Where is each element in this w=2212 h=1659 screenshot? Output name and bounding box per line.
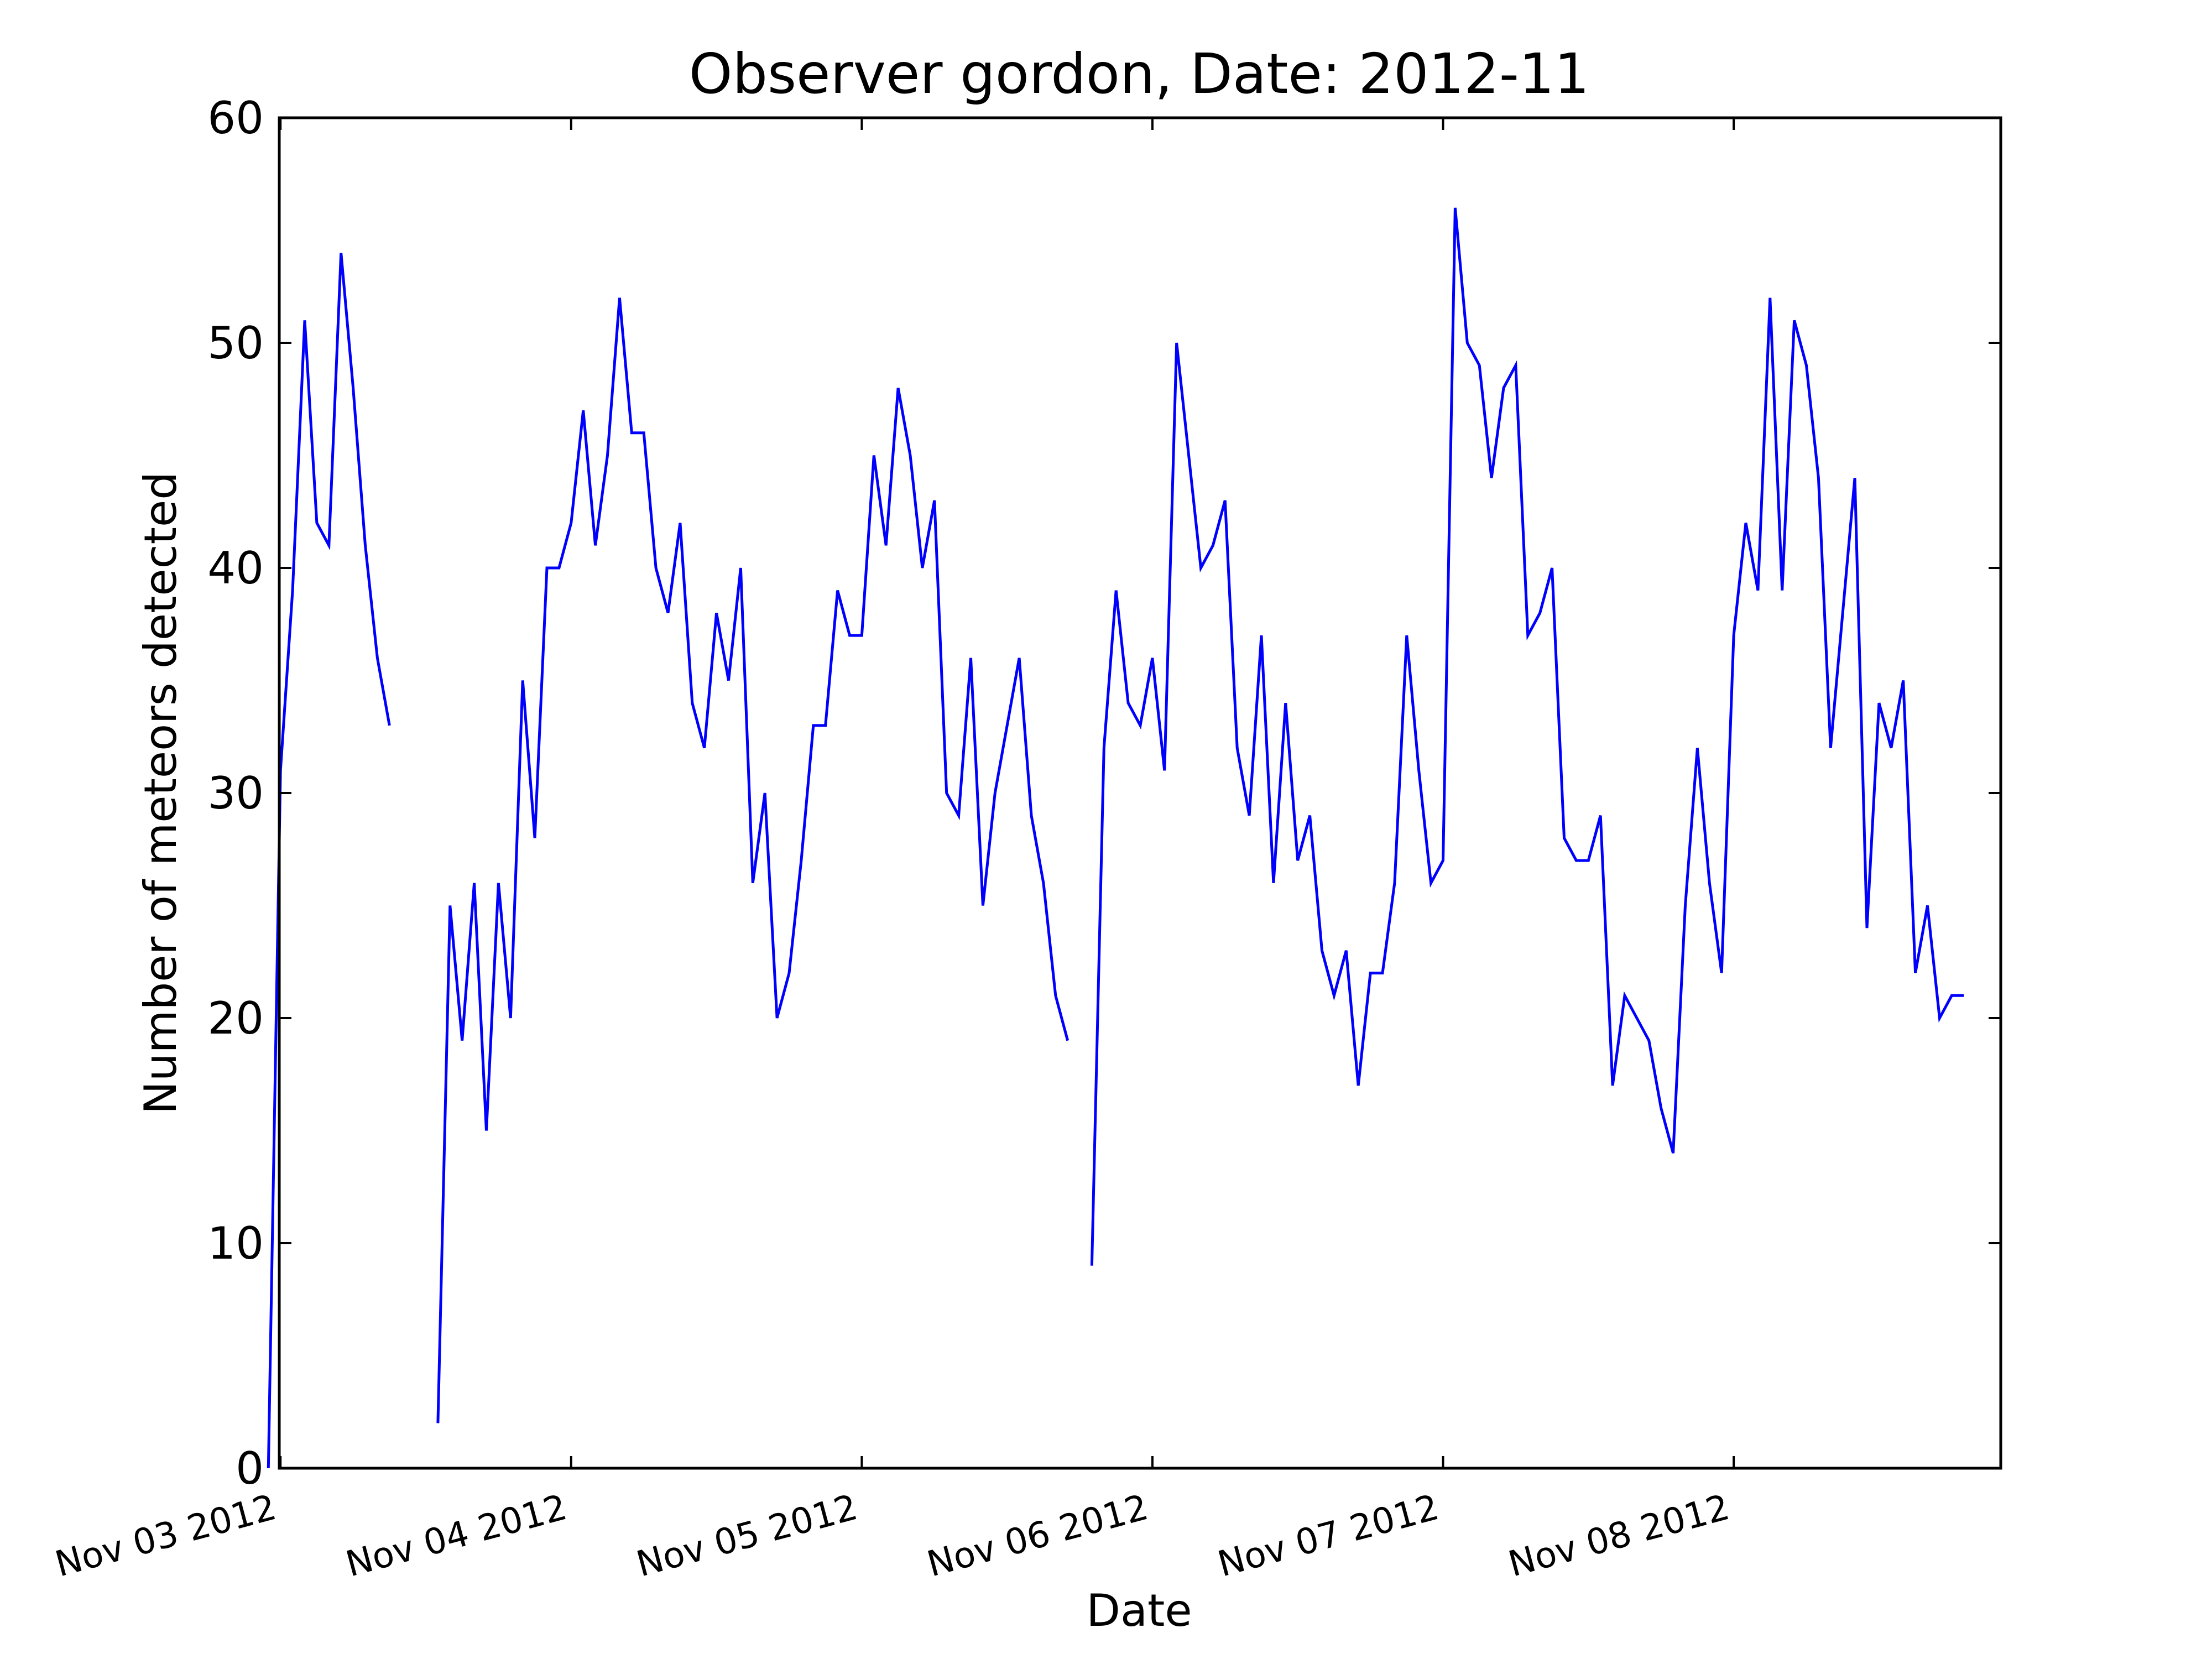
x-axis-label: Date — [1086, 1585, 1192, 1636]
y-tick-label: 20 — [207, 993, 264, 1044]
y-tick-label: 60 — [207, 92, 264, 144]
series-line-segment — [436, 298, 1070, 1423]
series-line-segment — [267, 252, 391, 1469]
series-line-segment — [1090, 207, 1964, 1266]
line-series — [267, 207, 1964, 1469]
y-tick-label: 40 — [207, 542, 264, 594]
y-tick-label: 30 — [207, 768, 264, 819]
y-tick-label: 10 — [207, 1218, 264, 1269]
y-axis: 0 10 20 30 40 50 60 — [207, 92, 2001, 1494]
y-tick-label: 50 — [207, 317, 264, 369]
chart-title: Observer gordon, Date: 2012-11 — [689, 41, 1589, 106]
y-axis-label: Number of meteors detected — [135, 472, 186, 1114]
y-tick-label: 0 — [236, 1443, 264, 1494]
